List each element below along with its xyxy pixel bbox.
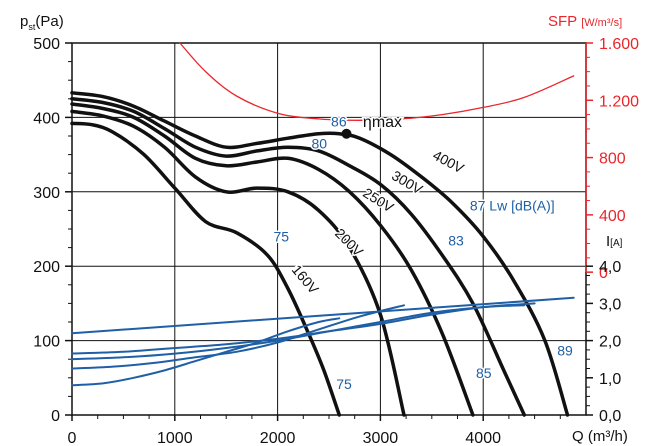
current-tick-label: 1,0: [599, 371, 621, 388]
left-tick-label: 200: [33, 259, 60, 276]
annotation-label: 87 Lw [dB(A)]: [470, 197, 555, 213]
annotation-label: 89: [557, 342, 573, 358]
sfp-tick-label: 800: [599, 151, 626, 168]
annotation-label: 75: [273, 229, 289, 245]
grid-layer: [71, 42, 587, 416]
pressure-curve-400v: [70, 91, 570, 417]
current-axis-label: I[A]: [606, 233, 623, 250]
sfp-tick-label: 1.200: [599, 93, 639, 110]
voltage-label: 160V: [289, 262, 323, 298]
current-tick-label: 0,0: [599, 408, 621, 425]
bottom-tick-label: 3000: [363, 430, 399, 446]
annotation-label: 80: [312, 136, 328, 152]
current-curve-i-160v: [71, 317, 341, 387]
current-curve-i-200v: [71, 304, 405, 370]
current-curve-i-250v: [71, 304, 526, 361]
left-tick-label: 100: [33, 334, 60, 351]
voltage-label: 200V: [332, 225, 367, 260]
current-tick-label: 2,0: [599, 334, 621, 351]
current-curve-i-400v: [71, 296, 575, 335]
pressure-curve-300v: [70, 97, 527, 417]
voltage-label: 400V: [430, 147, 467, 177]
annotation-label: 85: [476, 365, 492, 381]
pressure-curve-160v: [70, 121, 342, 417]
pressure-curve-250v: [70, 102, 475, 417]
bottom-tick-label: 1000: [157, 430, 193, 446]
bottom-axis-label: Q (m³/h): [572, 428, 628, 445]
current-tick-label: 3,0: [599, 296, 621, 313]
annotation-label: ηmax: [363, 114, 402, 131]
current-tick-label: 4,0: [599, 259, 621, 276]
sfp-curve-sfp: [179, 42, 575, 121]
left-axis-label: pst(Pa): [20, 13, 64, 32]
annotation-label: 83: [448, 232, 464, 248]
series-layer: [70, 42, 575, 417]
left-tick-label: 400: [33, 110, 60, 127]
plot-frame: [71, 42, 587, 416]
sfp-tick-label: 0: [599, 265, 608, 282]
bottom-tick-label: 4000: [465, 430, 501, 446]
pressure-curve-200v: [70, 109, 406, 417]
sfp-tick-label: 1.600: [599, 36, 639, 53]
bottom-tick-label: 2000: [260, 430, 296, 446]
annotation-label: 75: [336, 376, 352, 392]
eta-max-point: [341, 128, 352, 139]
voltage-label: 300V: [389, 167, 426, 198]
annotation-label: 86: [331, 113, 347, 129]
sfp-tick-label: 400: [599, 208, 626, 225]
sfp-axis-label: SFP [W/m³/s]: [548, 13, 622, 30]
left-tick-label: 500: [33, 36, 60, 53]
bottom-tick-label: 0: [68, 430, 77, 446]
left-tick-label: 0: [51, 408, 60, 425]
left-tick-label: 300: [33, 185, 60, 202]
voltage-label: 250V: [360, 184, 397, 215]
